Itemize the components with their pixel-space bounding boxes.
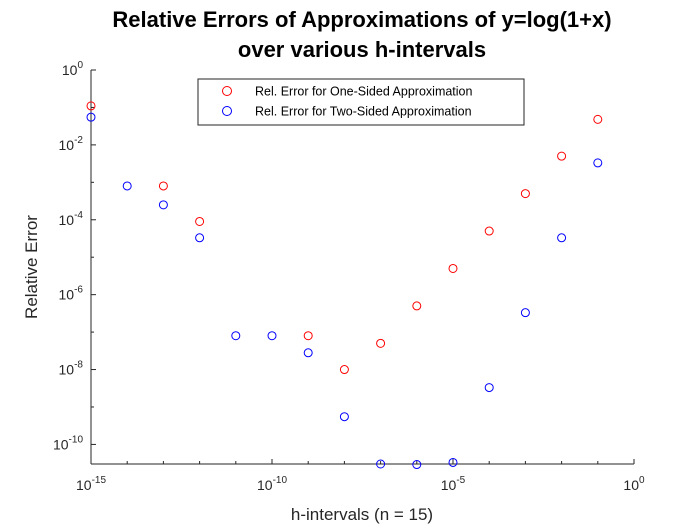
y-tick-base: 10 — [53, 436, 69, 452]
legend: Rel. Error for One-Sided Approximation R… — [197, 78, 525, 126]
two-sided-point — [593, 158, 603, 168]
two-sided-point — [158, 200, 168, 210]
legend-marker-one-sided — [222, 86, 232, 96]
y-tick-exponent: -10 — [69, 434, 84, 445]
y-axis-label: Relative Error — [22, 215, 41, 319]
chart-title-line-2: over various h-intervals — [238, 37, 486, 62]
series-one-sided — [86, 101, 603, 375]
y-tick-exponent: -2 — [74, 135, 83, 146]
two-sided-point — [86, 112, 96, 122]
y-tick-label: 10-2 — [59, 135, 84, 153]
one-sided-point — [484, 226, 494, 236]
two-sided-point — [484, 383, 494, 393]
two-sided-point — [122, 181, 132, 191]
legend-marker-two-sided — [222, 106, 232, 116]
one-sided-point — [195, 216, 205, 226]
two-sided-point — [339, 412, 349, 422]
x-tick-base: 10 — [257, 477, 273, 493]
two-sided-point — [557, 233, 567, 243]
one-sided-point — [448, 263, 458, 273]
data-points — [86, 101, 603, 470]
legend-box — [197, 78, 525, 126]
x-tick-exponent: -5 — [456, 475, 465, 486]
one-sided-point — [412, 301, 422, 311]
x-tick-exponent: 0 — [639, 475, 645, 486]
y-tick-label: 10-8 — [59, 360, 84, 378]
x-tick-exponent: -15 — [92, 475, 107, 486]
y-tick-label: 10-6 — [59, 285, 84, 303]
y-tick-label: 10-10 — [53, 434, 83, 452]
x-axis-label: h-intervals (n = 15) — [291, 505, 433, 524]
two-sided-point — [267, 331, 277, 341]
y-tick-base: 10 — [59, 137, 75, 153]
plot-axes — [90, 70, 634, 465]
y-tick-base: 10 — [62, 62, 78, 78]
y-tick-base: 10 — [59, 287, 75, 303]
x-tick-base: 10 — [623, 477, 639, 493]
one-sided-point — [376, 338, 386, 348]
two-sided-point — [448, 457, 458, 467]
one-sided-point — [158, 181, 168, 191]
one-sided-point — [557, 151, 567, 161]
y-tick-base: 10 — [59, 362, 75, 378]
series-two-sided — [86, 112, 603, 470]
legend-label-two-sided: Rel. Error for Two-Sided Approximation — [255, 105, 472, 119]
one-sided-point — [339, 365, 349, 375]
two-sided-point — [231, 331, 241, 341]
x-tick-label: 10-15 — [76, 475, 106, 493]
one-sided-point — [303, 331, 313, 341]
chart-title-line-1: Relative Errors of Approximations of y=l… — [112, 7, 611, 32]
y-tick-label: 10-4 — [59, 210, 84, 228]
two-sided-point — [195, 233, 205, 243]
x-tick-label: 100 — [623, 475, 645, 493]
y-tick-exponent: 0 — [77, 60, 83, 71]
x-tick-base: 10 — [76, 477, 92, 493]
legend-label-one-sided: Rel. Error for One-Sided Approximation — [255, 85, 473, 99]
one-sided-point — [520, 189, 530, 199]
two-sided-point — [520, 308, 530, 318]
x-tick-base: 10 — [441, 477, 457, 493]
x-tick-label: 10-5 — [441, 475, 466, 493]
x-ticks: 10-15 10-10 10-5 100 — [76, 459, 645, 493]
y-tick-label: 100 — [62, 60, 84, 78]
two-sided-point — [376, 459, 386, 469]
x-tick-label: 10-10 — [257, 475, 287, 493]
two-sided-point — [412, 460, 422, 470]
y-tick-base: 10 — [59, 212, 75, 228]
two-sided-point — [303, 348, 313, 358]
one-sided-point — [86, 101, 96, 111]
y-tick-exponent: -6 — [74, 285, 83, 296]
one-sided-point — [593, 114, 603, 124]
x-tick-exponent: -10 — [273, 475, 288, 486]
y-tick-exponent: -4 — [74, 210, 83, 221]
y-tick-exponent: -8 — [74, 360, 83, 371]
